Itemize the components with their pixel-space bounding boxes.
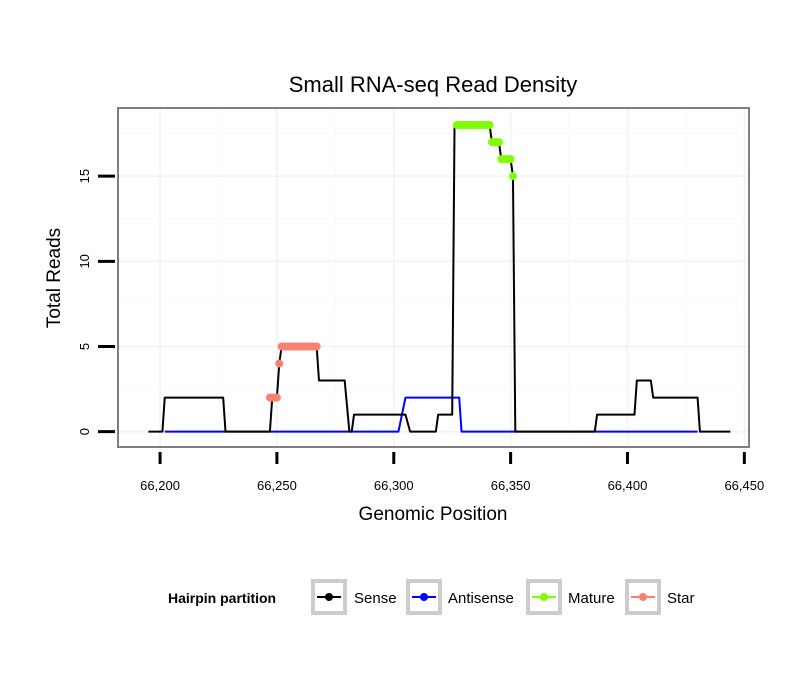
legend-item-star: Star	[625, 579, 695, 615]
plot-border	[117, 107, 750, 448]
data-point-star	[275, 359, 284, 368]
y-tick-label: 10	[77, 254, 92, 268]
x-axis: 66,200 66,250 66,300 66,350 66,400 66,450	[140, 452, 764, 493]
series-layer	[148, 121, 731, 433]
major-gridlines	[118, 108, 749, 447]
legend-key-marker	[325, 593, 333, 601]
plot-panel	[118, 108, 749, 447]
legend-key-marker	[639, 593, 647, 601]
data-point-mature	[508, 172, 517, 181]
series-line-antisense	[164, 396, 698, 433]
data-point-star	[312, 342, 321, 351]
legend-label: Sense	[354, 590, 397, 607]
minor-gridlines	[118, 108, 749, 447]
legend-label: Mature	[568, 590, 615, 607]
legend-label: Antisense	[448, 590, 514, 607]
x-tick-label: 66,400	[608, 478, 648, 493]
legend-title: Hairpin partition	[168, 590, 276, 606]
legend: Hairpin partition Sense Antisense Mature St…	[168, 579, 695, 615]
x-tick-label: 66,250	[257, 478, 297, 493]
data-point-star	[272, 393, 281, 402]
data-point-mature	[485, 121, 494, 130]
y-axis-title: Total Reads	[44, 228, 65, 328]
chart-title: Small RNA-seq Read Density	[289, 72, 578, 97]
legend-item-mature: Mature	[526, 579, 615, 615]
legend-key-marker	[540, 593, 548, 601]
y-tick-label: 0	[77, 428, 92, 435]
y-tick-label: 15	[77, 169, 92, 183]
x-tick-label: 66,450	[724, 478, 764, 493]
y-axis: 0 5 10 15	[77, 169, 115, 435]
legend-item-sense: Sense	[311, 579, 397, 615]
y-tick-label: 5	[77, 343, 92, 350]
legend-key-marker	[420, 593, 428, 601]
legend-label: Star	[667, 590, 695, 607]
legend-item-antisense: Antisense	[406, 579, 514, 615]
x-tick-label: 66,350	[491, 478, 531, 493]
data-point-mature	[506, 155, 515, 164]
data-point-mature	[494, 138, 503, 147]
x-tick-label: 66,200	[140, 478, 180, 493]
x-tick-label: 66,300	[374, 478, 414, 493]
x-axis-title: Genomic Position	[359, 504, 508, 525]
